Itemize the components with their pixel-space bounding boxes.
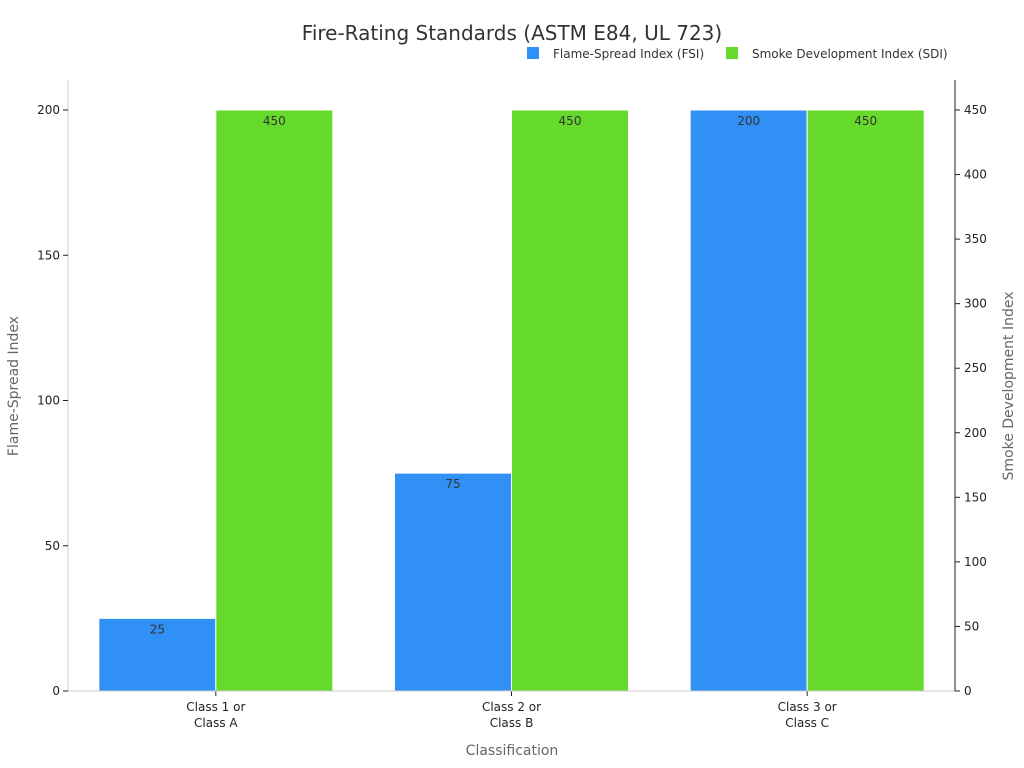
- y2-tick-label: 50: [964, 619, 979, 633]
- y-tick-label: 200: [37, 103, 60, 117]
- data-label-sdi-1: 450: [263, 114, 286, 128]
- bar-fsi-3: [689, 109, 808, 692]
- bar-labels: 25 450 75 450 200 450: [150, 114, 877, 636]
- y2-tick-label: 300: [964, 297, 987, 311]
- x-tick-label: Class 2 or: [482, 700, 541, 714]
- legend-label-sdi: Smoke Development Index (SDI): [752, 47, 948, 61]
- legend: Flame-Spread Index (FSI) Smoke Developmen…: [527, 47, 948, 61]
- y-tick-label: 0: [52, 684, 60, 698]
- chart-title: Fire-Rating Standards (ASTM E84, UL 723): [302, 21, 722, 45]
- y2-tick-label: 250: [964, 361, 987, 375]
- bar-sdi-2: [511, 109, 629, 692]
- y-tick-label: 100: [37, 394, 60, 408]
- x-tick-label: Class 3 or: [778, 700, 837, 714]
- y2-tick-label: 0: [964, 684, 972, 698]
- y2-tick-label: 400: [964, 168, 987, 182]
- legend-swatch-sdi: [726, 47, 738, 59]
- legend-label-fsi: Flame-Spread Index (FSI): [553, 47, 704, 61]
- bars: [98, 109, 925, 692]
- x-axis-title: Classification: [466, 743, 559, 759]
- x-tick-label: Class C: [785, 716, 829, 730]
- y-tick-label: 50: [45, 539, 60, 553]
- bar-sdi-3: [806, 109, 925, 692]
- y-tick-label: 150: [37, 248, 60, 262]
- y2-tick-label: 200: [964, 426, 987, 440]
- axes: Class 1 or Class A Class 2 or Class B Class …: [37, 80, 987, 730]
- data-label-fsi-3: 200: [737, 114, 760, 128]
- y2-axis-title: Smoke Development Index: [1001, 292, 1017, 481]
- data-label-sdi-2: 450: [559, 114, 582, 128]
- legend-swatch-fsi: [527, 47, 539, 59]
- x-tick-label: Class 1 or: [186, 700, 245, 714]
- bar-fsi-2: [394, 472, 512, 692]
- bar-fsi-1: [98, 617, 217, 692]
- y2-tick-label: 150: [964, 490, 987, 504]
- x-tick-label: Class B: [490, 716, 534, 730]
- bar-sdi-1: [215, 109, 334, 692]
- data-label-sdi-3: 450: [854, 114, 877, 128]
- x-tick-label: Class A: [194, 716, 238, 730]
- y2-tick-label: 450: [964, 103, 987, 117]
- y-axis-title: Flame-Spread Index: [6, 316, 22, 456]
- data-label-fsi-1: 25: [150, 622, 165, 636]
- data-label-fsi-2: 75: [445, 477, 460, 491]
- y2-tick-label: 100: [964, 555, 987, 569]
- y2-tick-label: 350: [964, 232, 987, 246]
